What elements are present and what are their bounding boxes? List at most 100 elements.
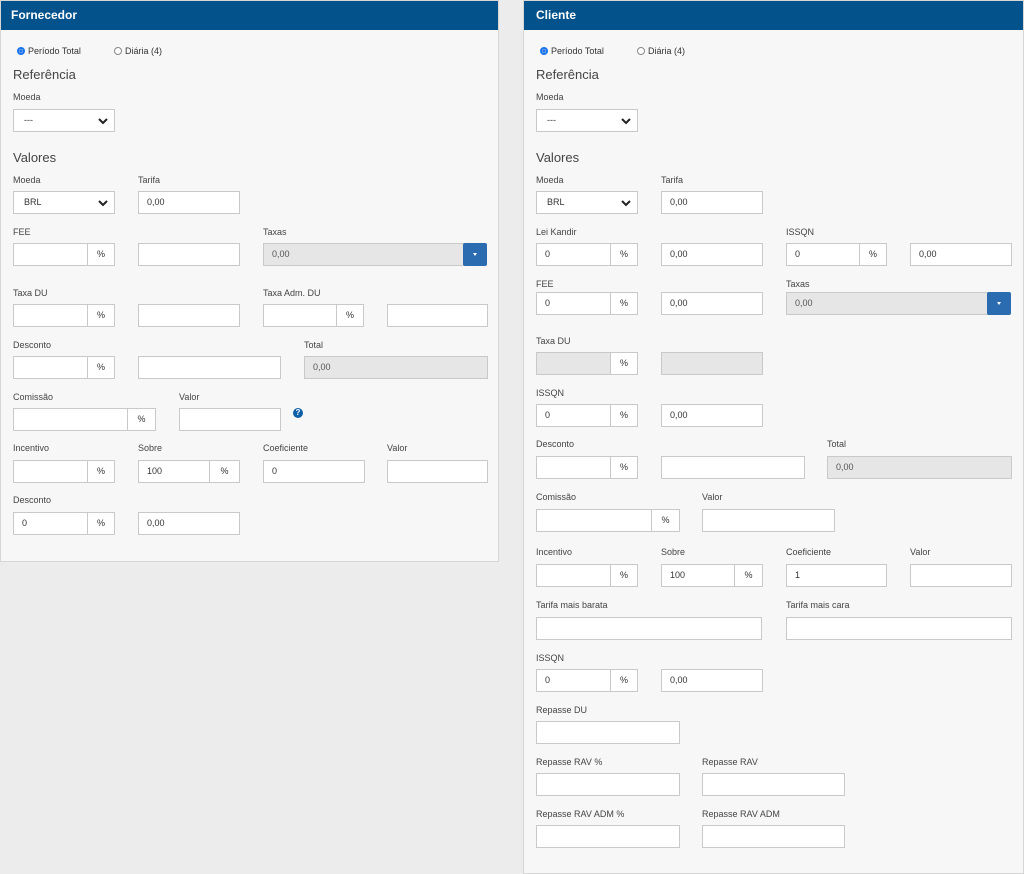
tarifa-barata-input[interactable] bbox=[536, 617, 762, 640]
valor-label: Valor bbox=[179, 392, 200, 402]
issqn3-value-input[interactable]: 0,00 bbox=[661, 669, 763, 692]
help-icon[interactable]: ? bbox=[293, 408, 303, 418]
valor-input[interactable] bbox=[702, 509, 835, 532]
tarifa-cara-input[interactable] bbox=[786, 617, 1012, 640]
cliente-title: Cliente bbox=[524, 1, 1023, 30]
tarifa-input[interactable]: 0,00 bbox=[138, 191, 240, 214]
comissao-label: Comissão bbox=[536, 492, 577, 502]
taxa-adm-du-label: Taxa Adm. DU bbox=[263, 288, 321, 298]
fornecedor-title: Fornecedor bbox=[1, 1, 498, 30]
moeda-ref-select[interactable]: --- bbox=[13, 109, 115, 132]
valor2-input[interactable] bbox=[387, 460, 488, 483]
tarifa-cara-label: Tarifa mais cara bbox=[786, 600, 850, 610]
radio-unchecked-icon bbox=[637, 47, 645, 55]
fee-label: FEE bbox=[13, 227, 31, 237]
desconto2-pct-input[interactable]: 0 bbox=[13, 512, 88, 535]
fee-pct-input[interactable]: 0 bbox=[536, 292, 611, 315]
valor2-label: Valor bbox=[910, 547, 931, 557]
incentivo-label: Incentivo bbox=[13, 443, 50, 453]
pct-addon: % bbox=[87, 356, 115, 379]
desconto2-label: Desconto bbox=[13, 495, 52, 505]
lei-kandir-pct-input[interactable]: 0 bbox=[536, 243, 611, 266]
repasse-rav-pct-input[interactable] bbox=[536, 773, 680, 796]
repasse-rav-label: Repasse RAV bbox=[702, 757, 758, 767]
repasse-rav-adm-input[interactable] bbox=[702, 825, 845, 848]
issqn2-label: ISSQN bbox=[536, 388, 565, 398]
coeficiente-input[interactable]: 1 bbox=[786, 564, 887, 587]
comissao-label: Comissão bbox=[13, 392, 54, 402]
sobre-input[interactable]: 100 bbox=[138, 460, 210, 483]
pct-addon: % bbox=[209, 460, 240, 483]
chevron-down-icon bbox=[621, 200, 631, 207]
issqn3-pct-input[interactable]: 0 bbox=[536, 669, 611, 692]
taxa-du-label: Taxa DU bbox=[13, 288, 48, 298]
repasse-rav-adm-pct-input[interactable] bbox=[536, 825, 680, 848]
taxa-du-label: Taxa DU bbox=[536, 336, 571, 346]
repasse-du-label: Repasse DU bbox=[536, 705, 588, 715]
comissao-pct-input[interactable] bbox=[13, 408, 128, 431]
radio-diaria[interactable]: Diária (4) bbox=[637, 46, 685, 56]
radio-diaria[interactable]: Diária (4) bbox=[114, 46, 162, 56]
fee-value-input[interactable] bbox=[138, 243, 240, 266]
taxa-adm-du-value-input[interactable] bbox=[387, 304, 488, 327]
tarifa-input[interactable]: 0,00 bbox=[661, 191, 763, 214]
coeficiente-input[interactable]: 0 bbox=[263, 460, 365, 483]
taxas-dropdown-button[interactable] bbox=[463, 243, 487, 266]
moeda-select[interactable]: BRL bbox=[536, 191, 638, 214]
repasse-du-input[interactable] bbox=[536, 721, 680, 744]
moeda-ref-value: --- bbox=[24, 115, 33, 125]
pct-addon: % bbox=[87, 512, 115, 535]
radio-periodo-total[interactable]: Período Total bbox=[540, 46, 604, 56]
pct-addon: % bbox=[610, 456, 638, 479]
radio-unchecked-icon bbox=[114, 47, 122, 55]
caret-down-icon bbox=[473, 253, 477, 256]
desconto-label: Desconto bbox=[536, 439, 575, 449]
sobre-input[interactable]: 100 bbox=[661, 564, 735, 587]
valor-input[interactable] bbox=[179, 408, 281, 431]
pct-addon: % bbox=[87, 243, 115, 266]
moeda-ref-label: Moeda bbox=[13, 92, 41, 102]
total-input: 0,00 bbox=[827, 456, 1012, 479]
desconto-pct-input[interactable] bbox=[13, 356, 88, 379]
moeda-label: Moeda bbox=[536, 175, 564, 185]
desconto-value-input[interactable] bbox=[138, 356, 281, 379]
moeda-ref-value: --- bbox=[547, 115, 556, 125]
moeda-select[interactable]: BRL bbox=[13, 191, 115, 214]
sobre-label: Sobre bbox=[661, 547, 686, 557]
moeda-ref-select[interactable]: --- bbox=[536, 109, 638, 132]
taxas-input: 0,00 bbox=[786, 292, 988, 315]
taxa-du-pct-input[interactable] bbox=[13, 304, 88, 327]
issqn-pct-input[interactable]: 0 bbox=[786, 243, 860, 266]
radio-periodo-label: Período Total bbox=[28, 46, 81, 56]
valor2-input[interactable] bbox=[910, 564, 1012, 587]
fee-value-input[interactable]: 0,00 bbox=[661, 292, 763, 315]
taxa-adm-du-pct-input[interactable] bbox=[263, 304, 337, 327]
valores-heading: Valores bbox=[13, 150, 57, 165]
repasse-rav-input[interactable] bbox=[702, 773, 845, 796]
pct-addon: % bbox=[87, 304, 115, 327]
issqn2-pct-input[interactable]: 0 bbox=[536, 404, 611, 427]
incentivo-label: Incentivo bbox=[536, 547, 573, 557]
taxas-dropdown-button[interactable] bbox=[987, 292, 1011, 315]
taxa-du-value-input[interactable] bbox=[138, 304, 240, 327]
issqn2-value-input[interactable]: 0,00 bbox=[661, 404, 763, 427]
incentivo-pct-input[interactable] bbox=[536, 564, 611, 587]
pct-addon: % bbox=[336, 304, 364, 327]
desconto-pct-input[interactable] bbox=[536, 456, 611, 479]
desconto2-value-input[interactable]: 0,00 bbox=[138, 512, 240, 535]
desconto-value-input[interactable] bbox=[661, 456, 805, 479]
radio-periodo-total[interactable]: Período Total bbox=[17, 46, 81, 56]
repasse-rav-adm-label: Repasse RAV ADM bbox=[702, 809, 780, 819]
fee-label: FEE bbox=[536, 279, 554, 289]
lei-kandir-value-input[interactable]: 0,00 bbox=[661, 243, 763, 266]
pct-addon: % bbox=[610, 292, 638, 315]
comissao-pct-input[interactable] bbox=[536, 509, 652, 532]
incentivo-pct-input[interactable] bbox=[13, 460, 88, 483]
fee-pct-input[interactable] bbox=[13, 243, 88, 266]
pct-addon: % bbox=[859, 243, 887, 266]
issqn-value-input[interactable]: 0,00 bbox=[910, 243, 1012, 266]
valor-label: Valor bbox=[702, 492, 723, 502]
pct-addon: % bbox=[610, 564, 638, 587]
chevron-down-icon bbox=[98, 200, 108, 207]
total-label: Total bbox=[827, 439, 847, 449]
